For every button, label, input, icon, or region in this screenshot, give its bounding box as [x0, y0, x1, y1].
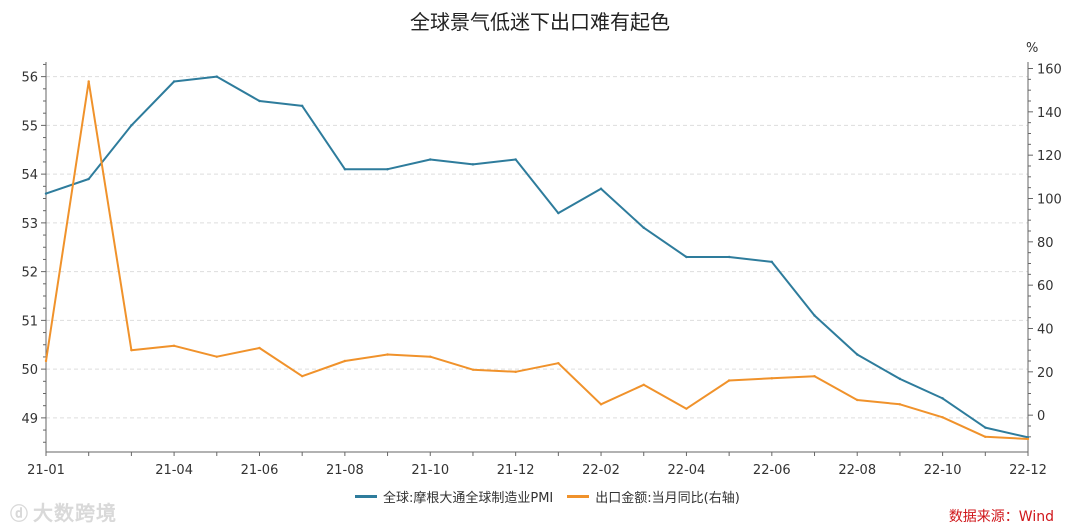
series-0-point-22-01 [557, 211, 560, 215]
series-0-point-21-05 [215, 75, 218, 78]
series-1-point-22-04 [685, 407, 688, 410]
right-tick-label-60: 60 [1037, 279, 1054, 294]
legend-label-pmi: 全球:摩根大通全球制造业PMI [383, 490, 554, 506]
legend-swatch-pmi [355, 494, 377, 498]
chart-title: 全球景气低迷下出口难有起色 [410, 10, 670, 34]
legend-item-pmi: 全球:摩根大通全球制造业PMI [355, 487, 553, 506]
watermark-logo: ⓓ 大数跨境 [10, 497, 117, 526]
series-1-point-21-08 [343, 359, 347, 363]
series-0-point-22-05 [727, 255, 731, 259]
series-1-point-21-12 [514, 370, 517, 374]
series-1-point-21-02 [87, 80, 90, 83]
series-1-point-22-05 [727, 379, 731, 382]
series-1-point-22-06 [770, 377, 774, 380]
series-0-point-21-01 [44, 192, 48, 195]
right-tick-label-20: 20 [1037, 366, 1054, 381]
series-0-point-22-11 [984, 426, 987, 429]
left-tick-label-56: 56 [21, 71, 38, 86]
right-tick-label-120: 120 [1037, 149, 1062, 164]
series-1-point-22-10 [941, 416, 944, 419]
left-tick-label-50: 50 [21, 363, 38, 378]
left-tick-label-54: 54 [21, 168, 38, 183]
legend-label-export: 出口金额:当月同比(右轴) [595, 490, 740, 506]
x-tick-label-21-01: 21-01 [27, 463, 65, 478]
left-tick-label-49: 49 [21, 412, 38, 427]
series-0-point-22-10 [941, 397, 944, 400]
right-tick-label-40: 40 [1037, 323, 1054, 338]
series-1-point-21-11 [471, 368, 475, 371]
series-1-point-21-10 [429, 355, 432, 358]
series-1-point-22-08 [856, 398, 859, 402]
series-1-point-21-06 [258, 346, 261, 350]
x-tick-label-22-06: 22-06 [753, 463, 791, 478]
series-1-point-22-02 [599, 403, 603, 406]
series-0-point-21-09 [386, 168, 389, 171]
x-tick-label-21-06: 21-06 [241, 463, 279, 478]
x-tick-label-22-12: 22-12 [1009, 463, 1047, 478]
series-1-point-22-09 [898, 403, 902, 406]
x-tick-label-21-12: 21-12 [497, 463, 535, 478]
series-0-point-21-11 [471, 163, 475, 166]
right-tick-label-160: 160 [1037, 63, 1062, 78]
x-tick-label-21-04: 21-04 [155, 463, 193, 478]
series-1-point-22-01 [557, 361, 560, 365]
x-tick-label-22-04: 22-04 [668, 463, 706, 478]
series-line-1 [45, 80, 1029, 440]
series-line-0 [45, 75, 1029, 439]
left-tick-label-52: 52 [21, 266, 38, 281]
series-1-point-22-07 [813, 374, 816, 378]
right-tick-label-80: 80 [1037, 236, 1054, 251]
series-1-point-22-12 [1026, 437, 1030, 441]
left-tick-label-53: 53 [21, 217, 38, 232]
data-source: 数据来源：Wind [948, 509, 1054, 525]
series-1-point-21-09 [386, 353, 389, 356]
series-1-point-21-01 [44, 359, 48, 363]
x-tick-label-22-02: 22-02 [582, 463, 620, 478]
series-0-point-22-09 [898, 377, 902, 381]
series-0-point-21-03 [130, 124, 133, 127]
left-tick-label-51: 51 [21, 314, 38, 329]
legend-swatch-export [567, 494, 590, 498]
right-tick-label-0: 0 [1037, 409, 1045, 424]
series-1-point-21-05 [215, 355, 218, 358]
series-1-point-21-04 [172, 344, 176, 348]
series-0-point-21-12 [514, 158, 517, 161]
series-0-point-22-04 [685, 255, 688, 259]
x-tick-label-22-08: 22-08 [838, 463, 876, 478]
right-tick-label-140: 140 [1037, 106, 1062, 121]
series-1-point-22-03 [642, 383, 645, 387]
series-0-point-21-02 [87, 177, 90, 181]
series-0-point-22-07 [813, 314, 816, 317]
right-axis-unit: % [1026, 41, 1038, 56]
series-0-point-22-03 [642, 226, 645, 229]
watermark-text: 大数跨境 [33, 501, 117, 525]
series-0-point-21-07 [300, 104, 304, 108]
series-0-point-21-04 [172, 80, 176, 83]
series-0-point-22-02 [599, 187, 603, 190]
series-0-point-21-10 [429, 158, 432, 161]
series-0-point-21-08 [343, 168, 347, 171]
left-tick-label-55: 55 [21, 119, 38, 134]
series-1-point-21-03 [130, 348, 133, 352]
series-0-point-22-08 [856, 353, 859, 356]
series-1-point-22-11 [984, 435, 987, 439]
series-0-point-21-06 [258, 99, 261, 103]
right-tick-label-100: 100 [1037, 193, 1062, 208]
legend: 全球:摩根大通全球制造业PMI 出口金额:当月同比(右轴) [355, 487, 754, 506]
series-1-point-21-07 [300, 374, 304, 378]
legend-item-export: 出口金额:当月同比(右轴) [567, 487, 740, 506]
watermark-icon: ⓓ [10, 504, 29, 525]
series-0-point-22-06 [770, 260, 774, 264]
x-tick-label-22-10: 22-10 [924, 463, 962, 478]
x-tick-label-21-08: 21-08 [326, 463, 364, 478]
x-tick-label-21-10: 21-10 [411, 463, 449, 478]
